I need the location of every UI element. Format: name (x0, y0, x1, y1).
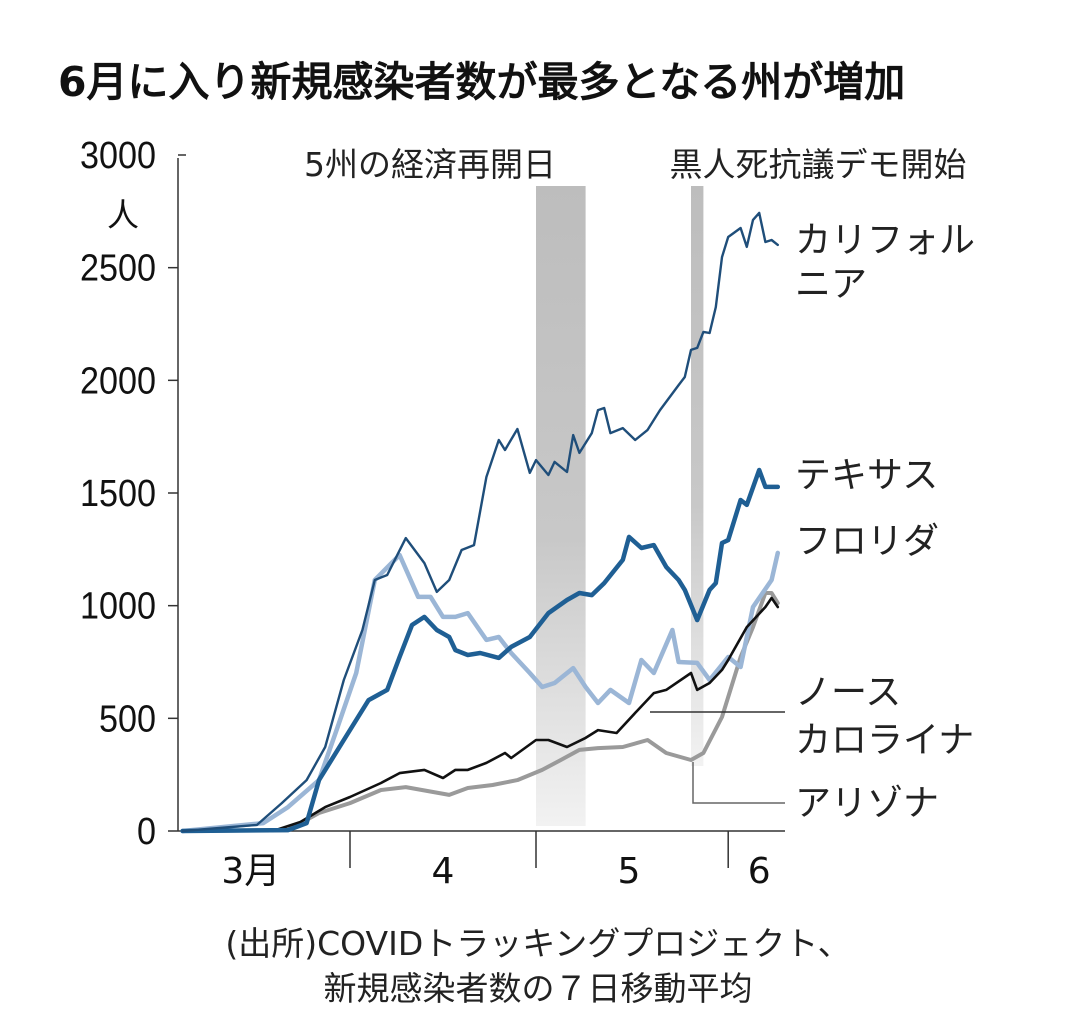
annotation-bands (536, 186, 704, 826)
annotation-band (536, 186, 586, 826)
series-label: カロライナ (795, 720, 974, 761)
x-tick-label: 3月 (221, 851, 280, 892)
x-tick-label: 6 (748, 851, 771, 892)
chart-title: 6月に入り新規感染者数が最多となる州が増加 (58, 58, 905, 106)
y-tick-label: 0 (137, 811, 156, 853)
series-lines (180, 211, 781, 834)
series-label: フロリダ (795, 521, 939, 562)
x-tick-label: 4 (432, 851, 455, 892)
series-line (180, 467, 781, 834)
x-tick-label: 5 (618, 851, 641, 892)
series-label: ノース (795, 672, 901, 713)
y-tick-label: 2500 (80, 248, 156, 290)
series-line (181, 596, 780, 833)
annotation-labels: 5州の経済再開日 黒人死抗議デモ開始 (304, 145, 967, 184)
y-tick-label: 3000 (80, 135, 156, 177)
axes: 0 500 1000 1500 2000 2500 3000 3月 4 5 6 (80, 135, 785, 892)
series-label: カリフォル (795, 220, 975, 261)
source-note-line-1: (出所)COVIDトラッキングプロジェクト、 (225, 924, 850, 963)
y-tick-label: 1500 (80, 473, 156, 515)
leader-line-arizona (692, 762, 785, 804)
annotation-band (691, 186, 704, 766)
y-unit-label: 人 (107, 196, 139, 234)
leader-lines (650, 711, 785, 804)
y-tick-label: 1000 (80, 586, 156, 628)
series-label: アリゾナ (795, 783, 939, 824)
y-tick-label: 2000 (80, 360, 156, 402)
series-label: ニア (795, 264, 867, 305)
annotation-label: 黒人死抗議デモ開始 (670, 145, 967, 184)
y-tick-label: 500 (99, 698, 156, 740)
annotation-label: 5州の経済再開日 (304, 145, 556, 184)
series-label: テキサス (795, 455, 938, 496)
source-note-line-2: 新規感染者数の７日移動平均 (324, 969, 753, 1008)
series-line (180, 550, 781, 834)
series-line (181, 211, 779, 833)
